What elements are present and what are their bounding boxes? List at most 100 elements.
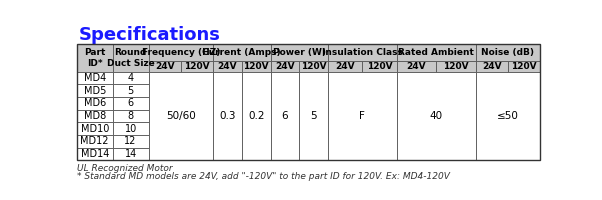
Bar — [299, 122, 328, 135]
Bar — [113, 97, 149, 110]
Bar — [328, 135, 362, 148]
Bar — [476, 97, 508, 110]
Bar — [476, 44, 540, 61]
Bar — [397, 84, 436, 97]
Bar — [242, 97, 270, 110]
Text: MD14: MD14 — [81, 149, 109, 159]
Bar — [213, 72, 242, 84]
Text: 24V: 24V — [482, 62, 501, 71]
Text: 24V: 24V — [275, 62, 294, 71]
Text: 0.2: 0.2 — [248, 111, 264, 121]
Text: Noise (dB): Noise (dB) — [482, 48, 535, 57]
Bar — [328, 72, 362, 84]
Text: F: F — [359, 111, 365, 121]
Text: 50/60: 50/60 — [166, 111, 196, 121]
Bar — [149, 44, 213, 61]
Text: 24V: 24V — [335, 62, 355, 71]
Bar — [113, 135, 149, 148]
Bar — [213, 148, 242, 160]
Bar — [436, 72, 476, 84]
Bar — [397, 97, 436, 110]
Bar — [149, 61, 181, 72]
Bar — [213, 110, 242, 122]
Text: Part
ID*: Part ID* — [84, 48, 105, 68]
Bar — [181, 61, 213, 72]
Bar — [436, 148, 476, 160]
Bar — [436, 84, 476, 97]
Text: Current (Amps): Current (Amps) — [202, 48, 281, 57]
Bar — [242, 84, 270, 97]
Bar — [242, 122, 270, 135]
Bar — [362, 72, 397, 84]
Bar — [77, 44, 540, 160]
Bar — [362, 61, 397, 72]
Bar — [436, 110, 476, 122]
Bar — [328, 97, 362, 110]
Text: * Standard MD models are 24V, add "-120V" to the part ID for 120V. Ex: MD4-120V: * Standard MD models are 24V, add "-120V… — [77, 172, 450, 181]
Bar — [436, 135, 476, 148]
Bar — [242, 110, 270, 122]
Bar — [362, 97, 397, 110]
Bar — [299, 61, 328, 72]
Bar — [328, 148, 362, 160]
Text: 6: 6 — [282, 111, 288, 121]
Bar — [362, 148, 397, 160]
Bar — [213, 135, 242, 148]
Text: 8: 8 — [128, 111, 134, 121]
Bar — [149, 135, 181, 148]
Bar — [270, 44, 328, 61]
Bar — [149, 84, 181, 97]
Bar — [213, 122, 242, 135]
Text: MD5: MD5 — [84, 86, 106, 96]
Bar — [476, 84, 508, 97]
Bar — [397, 72, 436, 84]
Text: Round
Duct Size: Round Duct Size — [107, 48, 155, 68]
Text: 120V: 120V — [243, 62, 269, 71]
Text: 0.3: 0.3 — [219, 111, 236, 121]
Text: 14: 14 — [125, 149, 137, 159]
Bar — [149, 72, 181, 84]
Bar — [508, 122, 540, 135]
Bar — [508, 110, 540, 122]
Bar — [299, 72, 328, 84]
Bar — [242, 135, 270, 148]
Bar — [270, 110, 299, 122]
Bar — [476, 72, 540, 160]
Bar — [242, 72, 270, 84]
Text: Insulation Class: Insulation Class — [322, 48, 403, 57]
Text: 24V: 24V — [155, 62, 175, 71]
Bar — [299, 135, 328, 148]
Bar — [299, 97, 328, 110]
Bar — [270, 72, 299, 160]
Bar — [476, 135, 508, 148]
Bar — [181, 72, 213, 84]
Bar — [397, 110, 436, 122]
Bar — [77, 148, 113, 160]
Text: 10: 10 — [125, 124, 137, 134]
Bar — [242, 72, 270, 160]
Bar — [299, 72, 328, 160]
Bar — [436, 122, 476, 135]
Text: Rated Ambient: Rated Ambient — [399, 48, 474, 57]
Bar — [270, 97, 299, 110]
Bar — [299, 110, 328, 122]
Bar — [328, 44, 397, 61]
Bar — [362, 135, 397, 148]
Text: 12: 12 — [125, 136, 137, 146]
Text: 120V: 120V — [184, 62, 209, 71]
Bar — [397, 135, 436, 148]
Bar — [149, 97, 181, 110]
Text: MD8: MD8 — [84, 111, 106, 121]
Bar — [436, 97, 476, 110]
Bar — [508, 84, 540, 97]
Bar — [213, 72, 242, 160]
Text: MD10: MD10 — [81, 124, 109, 134]
Bar — [270, 135, 299, 148]
Text: Frequency (HZ): Frequency (HZ) — [141, 48, 220, 57]
Bar — [397, 72, 476, 160]
Bar — [508, 135, 540, 148]
Bar — [113, 72, 149, 84]
Bar — [242, 61, 270, 72]
Bar — [77, 122, 113, 135]
Bar — [77, 44, 113, 72]
